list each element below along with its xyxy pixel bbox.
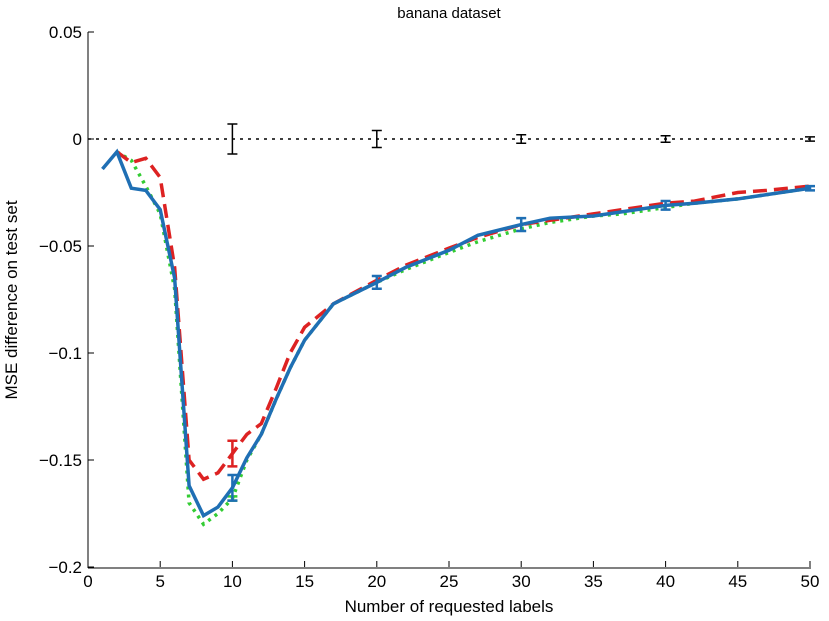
error-bar <box>805 136 815 142</box>
series-line <box>101 148 811 519</box>
y-tick-label: 0 <box>73 130 82 149</box>
error-bar <box>660 199 671 211</box>
error-bar <box>227 439 238 468</box>
error-bar <box>516 216 527 233</box>
chart-title: banana dataset <box>397 5 501 22</box>
x-tick-label: 50 <box>801 572 820 591</box>
x-axis-label: Number of requested labels <box>345 597 554 616</box>
error-bar <box>371 274 382 291</box>
x-tick-label: 15 <box>295 572 314 591</box>
y-tick-label: −0.2 <box>48 558 82 577</box>
x-tick-label: 30 <box>512 572 531 591</box>
y-axis-label: MSE difference on test set <box>2 200 21 399</box>
x-tick-label: 10 <box>223 572 242 591</box>
x-tick-label: 20 <box>367 572 386 591</box>
y-tick-label: 0.05 <box>49 23 82 42</box>
x-tick-label: 5 <box>155 572 164 591</box>
error-bar <box>805 184 815 192</box>
error-bar <box>227 473 238 502</box>
error-bar <box>516 133 527 145</box>
error-bar <box>660 135 671 143</box>
y-tick-label: −0.15 <box>39 451 82 470</box>
x-tick-label: 25 <box>440 572 459 591</box>
x-tick-label: 35 <box>584 572 603 591</box>
x-tick-label: 0 <box>83 572 92 591</box>
x-tick-label: 45 <box>728 572 747 591</box>
y-tick-label: −0.05 <box>39 237 82 256</box>
error-bar <box>371 129 382 149</box>
error-bar <box>227 123 238 155</box>
y-tick-label: −0.1 <box>48 344 82 363</box>
x-tick-label: 40 <box>656 572 675 591</box>
